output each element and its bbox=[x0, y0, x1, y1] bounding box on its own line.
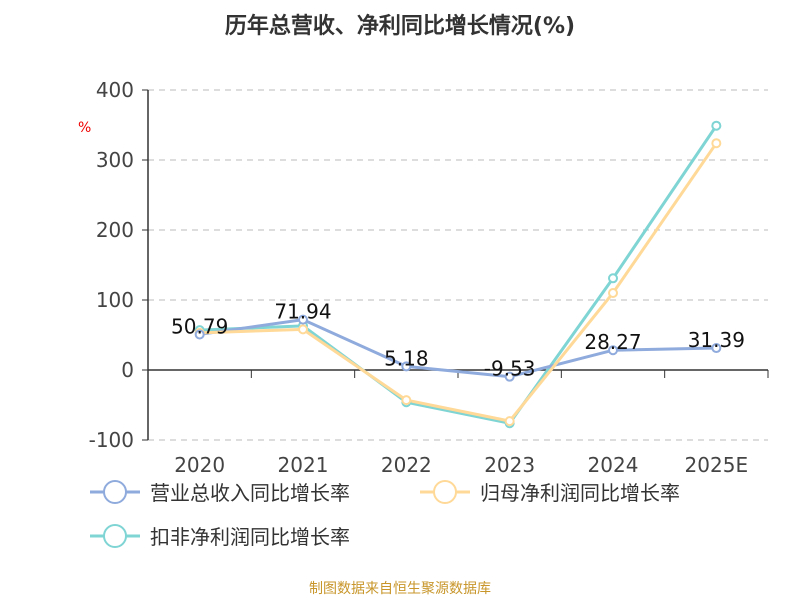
x-tick-label: 2023 bbox=[484, 453, 535, 477]
data-point bbox=[298, 314, 308, 325]
x-tick-label: 2024 bbox=[588, 453, 639, 477]
legend-label: 扣非净利润同比增长率 bbox=[150, 525, 350, 549]
data-point bbox=[711, 343, 722, 354]
data-label: 31.39 bbox=[688, 328, 745, 352]
legend-label: 归母净利润同比增长率 bbox=[480, 481, 680, 505]
source-note: 制图数据来自恒生聚源数据库 bbox=[309, 581, 491, 597]
y-axis-unit: % bbox=[78, 120, 92, 136]
data-point bbox=[401, 361, 412, 372]
data-point bbox=[711, 138, 722, 149]
y-tick-label: 400 bbox=[96, 78, 134, 102]
series-line-1 bbox=[199, 142, 718, 423]
y-tick-label: 0 bbox=[121, 358, 134, 382]
legend-label: 营业总收入同比增长率 bbox=[150, 481, 350, 505]
x-tick-label: 2020 bbox=[174, 453, 225, 477]
y-tick-label: 300 bbox=[96, 148, 134, 172]
data-point bbox=[608, 273, 618, 284]
series-line-0 bbox=[199, 318, 717, 379]
x-tick-label: 2025E bbox=[685, 453, 749, 477]
data-label: 71.94 bbox=[274, 300, 331, 324]
y-tick-label: -100 bbox=[89, 428, 134, 452]
legend-marker bbox=[103, 480, 127, 504]
data-label: -9.53 bbox=[484, 357, 536, 381]
data-point bbox=[504, 371, 515, 382]
y-tick-label: 200 bbox=[96, 218, 134, 242]
series-line-2 bbox=[199, 124, 718, 425]
data-point bbox=[401, 395, 412, 406]
data-point bbox=[504, 416, 515, 427]
data-point bbox=[194, 329, 205, 340]
legend-marker bbox=[433, 480, 457, 504]
x-tick-label: 2021 bbox=[278, 453, 329, 477]
y-tick-label: 100 bbox=[96, 288, 134, 312]
data-label: 5.18 bbox=[384, 346, 429, 370]
legend-marker bbox=[103, 524, 127, 548]
chart-title: 历年总营收、净利同比增长情况(%) bbox=[224, 14, 576, 39]
data-label: 50.79 bbox=[171, 314, 228, 338]
x-tick-label: 2022 bbox=[381, 453, 432, 477]
data-point bbox=[608, 288, 618, 298]
data-point bbox=[298, 324, 308, 335]
data-point bbox=[608, 345, 618, 356]
data-label: 28.27 bbox=[584, 330, 641, 354]
data-point bbox=[711, 120, 722, 131]
